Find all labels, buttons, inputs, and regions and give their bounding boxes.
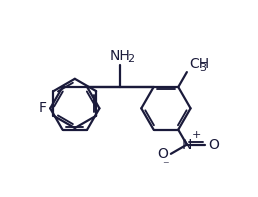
Text: +: +	[191, 130, 201, 140]
Text: NH: NH	[110, 49, 131, 63]
Text: 3: 3	[199, 63, 206, 73]
Text: ⁻: ⁻	[162, 159, 169, 172]
Text: O: O	[208, 138, 219, 152]
Text: F: F	[38, 101, 46, 115]
Text: O: O	[157, 147, 168, 161]
Text: CH: CH	[189, 57, 209, 71]
Text: 2: 2	[127, 54, 134, 64]
Text: N: N	[182, 138, 192, 152]
